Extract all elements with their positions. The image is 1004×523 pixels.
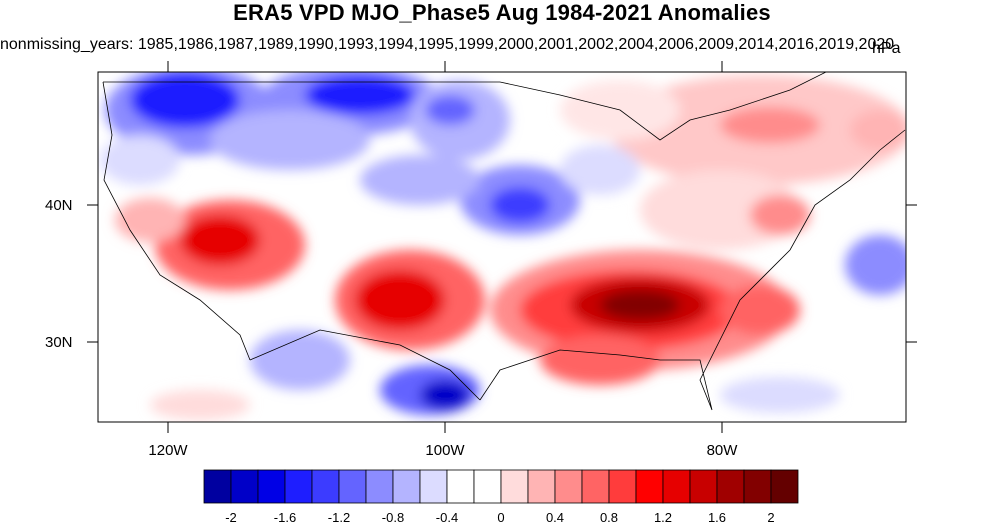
lat-ticks [87,204,917,343]
lon-label-100w: 100W [425,442,465,459]
colorbar-label: -1.2 [328,510,350,523]
colorbar-label: 0.4 [546,510,564,523]
colorbar-swatch [392,469,421,504]
colorbar-swatch [743,469,772,504]
nonmissing-years-label: nonmissing_years: 1985,1986,1987,1989,19… [0,36,895,53]
colorbar-label: -2 [225,510,237,523]
colorbar-swatch [500,469,529,504]
colorbar-label: -0.4 [436,510,458,523]
chart-title: ERA5 VPD MJO_Phase5 Aug 1984-2021 Anomal… [233,0,771,25]
anomaly-field [100,72,906,420]
colorbar-label: 2 [767,510,774,523]
units-label: hPa [872,40,901,57]
colorbar-swatch [419,469,448,504]
colorbar-swatch [716,469,745,504]
colorbar-swatch [689,469,718,504]
colorbar: -2 -1.6 -1.2 -0.8 -0.4 0 0.4 0.8 1.2 1.6 2 [203,469,799,523]
colorbar-swatch [554,469,583,504]
colorbar-swatch [203,469,232,504]
colorbar-swatch [581,469,610,504]
colorbar-label: -1.6 [274,510,296,523]
map-border [97,71,907,423]
colorbar-swatch [527,469,556,504]
colorbar-swatch [608,469,637,504]
colorbar-swatch [338,469,367,504]
lon-label-80w: 80W [707,442,739,459]
colorbar-label: 1.2 [654,510,672,523]
colorbar-swatch [311,469,340,504]
colorbar-swatch [257,469,286,504]
colorbar-label: 1.6 [708,510,726,523]
colorbar-swatch [635,469,664,504]
colorbar-label: 0 [497,510,504,523]
colorbar-swatch [284,469,313,504]
colorbar-swatch [365,469,394,504]
colorbar-swatch [662,469,691,504]
lon-label-120w: 120W [148,442,188,459]
lon-ticks [167,61,723,433]
lat-label-40n: 40N [45,197,73,214]
colorbar-label: -0.8 [382,510,404,523]
colorbar-label: 0.8 [600,510,618,523]
lat-label-30n: 30N [45,334,73,351]
colorbar-swatch [230,469,259,504]
colorbar-swatch [770,469,799,504]
colorbar-swatch [446,469,475,504]
colorbar-swatch [473,469,502,504]
coastline-lines [102,72,906,411]
